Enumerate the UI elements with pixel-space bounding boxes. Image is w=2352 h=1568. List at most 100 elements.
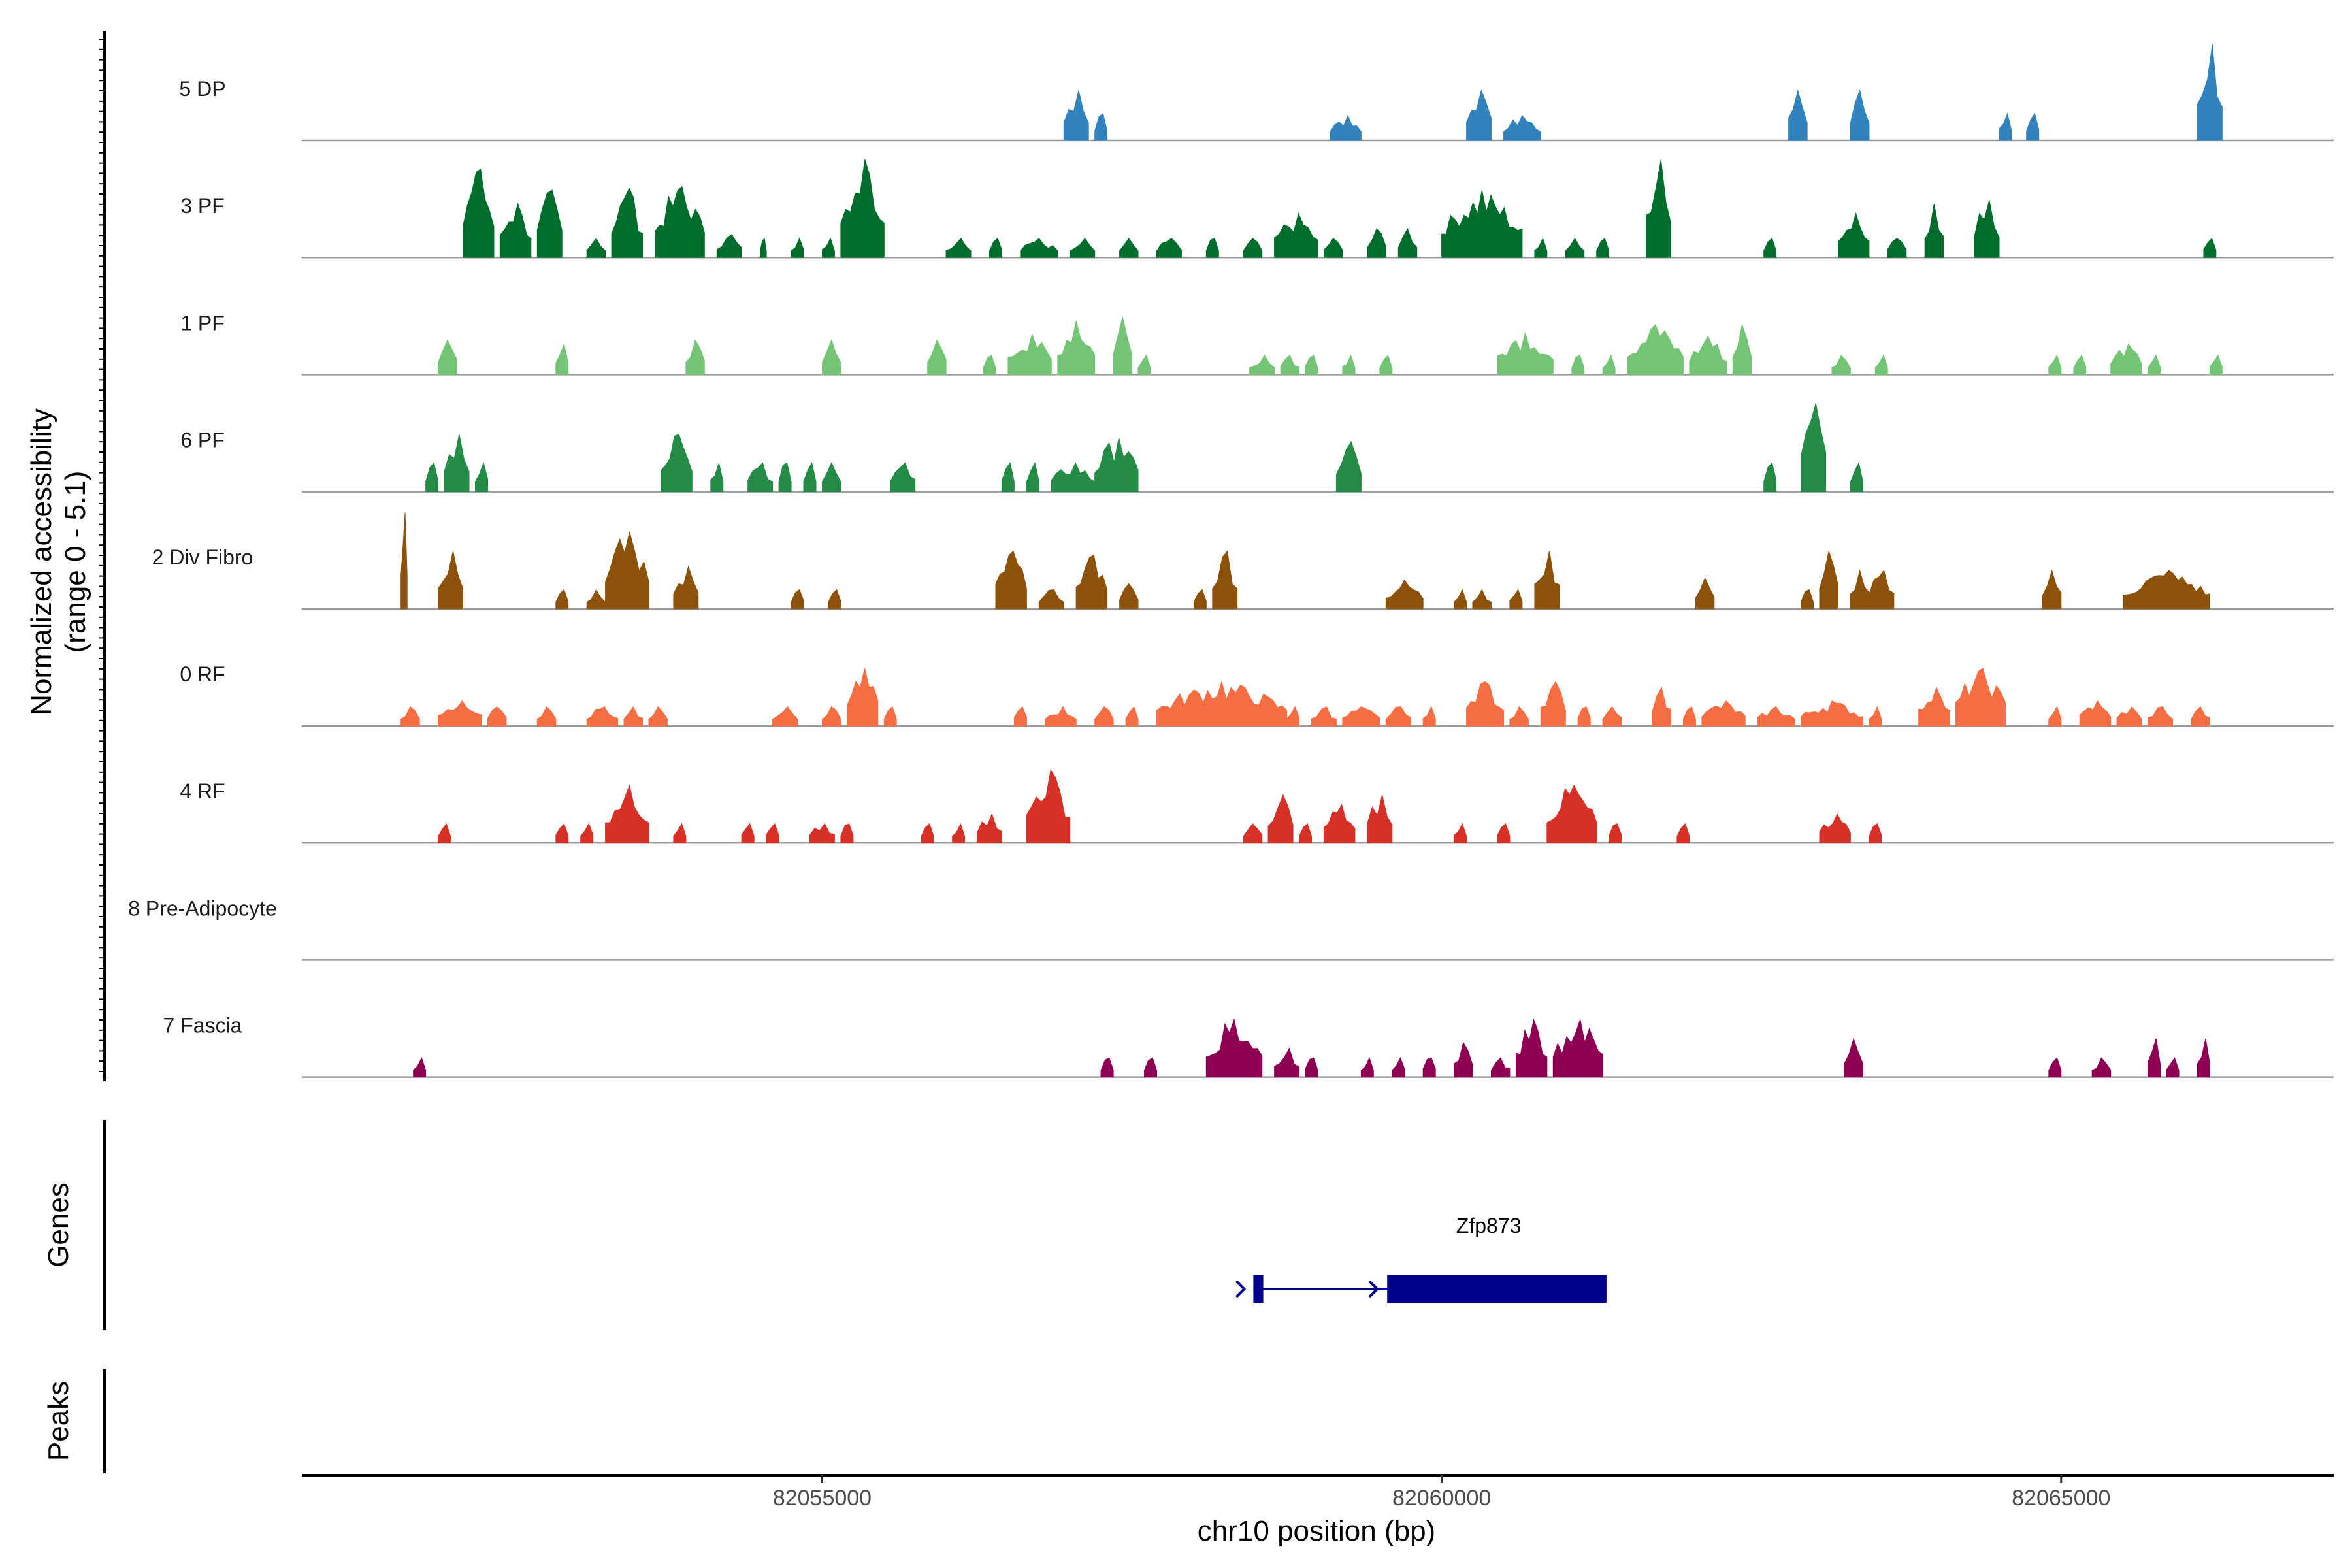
coverage-peak — [1689, 335, 1727, 375]
coverage-peak — [2042, 569, 2062, 610]
coverage-peak — [1137, 354, 1151, 375]
coverage-peak — [400, 706, 420, 727]
coverage-peak — [1330, 114, 1362, 141]
coverage-peak — [1509, 706, 1529, 727]
coverage-peak — [1831, 355, 1851, 375]
coverage-peak — [1360, 1056, 1374, 1078]
track-label: 4 RF — [180, 779, 225, 803]
gene-exon — [1387, 1275, 1607, 1303]
coverage-peak — [1999, 112, 2012, 141]
coverage-peak — [1243, 823, 1263, 843]
coverage-peak — [1676, 823, 1690, 843]
coverage-peak — [1571, 355, 1585, 375]
gene-model: Zfp873 — [1235, 1214, 1607, 1303]
coverage-peak — [2166, 1057, 2180, 1078]
coverage-peak — [760, 237, 767, 258]
coverage-peak — [766, 823, 779, 843]
coverage-peak — [1819, 549, 1838, 610]
coverage-peak — [536, 706, 557, 727]
coverage-peak — [945, 237, 972, 258]
coverage-peak — [1063, 90, 1089, 141]
coverage-peak — [1850, 461, 1863, 493]
coverage-peak — [2116, 706, 2142, 727]
coverage-peak — [1038, 589, 1064, 610]
coverage-peak — [1503, 114, 1541, 141]
coverage-peak — [1924, 203, 1944, 258]
coverage-peak — [2048, 1057, 2062, 1078]
coverage-peak — [499, 203, 532, 258]
coverage-peak — [1367, 228, 1386, 258]
coverage-peak — [1324, 804, 1356, 843]
coverage-peak — [536, 189, 563, 258]
coverage-peak — [822, 706, 841, 727]
coverage-peak — [741, 823, 755, 843]
coverage-peak — [2091, 1057, 2112, 1078]
coverage-peak — [2197, 1038, 2210, 1078]
coverage-peak — [1335, 440, 1362, 493]
x-axis: 82055000 82060000 82065000 — [302, 1474, 2334, 1511]
coverage-peak — [1094, 438, 1139, 493]
coverage-peak — [2073, 355, 2087, 375]
coverage-peak — [555, 823, 569, 843]
coverage-peak — [822, 237, 835, 258]
coverage-peak — [1156, 680, 1288, 727]
coverage-peak — [1070, 237, 1096, 258]
coverage-peak — [1299, 823, 1312, 843]
coverage-peak — [1094, 112, 1108, 141]
coverage-peak — [840, 159, 885, 258]
track-6-pf: 6 PF — [180, 403, 2334, 493]
coverage-peak — [1342, 706, 1380, 727]
y-axis-range-label: (range 0 - 5.1) — [59, 471, 91, 653]
coverage-peak — [1850, 89, 1870, 141]
coverage-peak — [2079, 700, 2112, 727]
coverage-peak — [475, 461, 488, 493]
track-label: 0 RF — [180, 662, 225, 686]
coverage-peak — [1627, 323, 1684, 375]
coverage-peak — [1534, 551, 1560, 610]
coverage-peak — [438, 823, 451, 843]
coverage-peak — [1472, 589, 1492, 610]
coverage-peak — [809, 823, 835, 843]
x-tick-label: 82065000 — [2012, 1486, 2110, 1511]
coverage-peak — [1280, 355, 1300, 375]
coverage-peak — [1454, 823, 1467, 843]
coverage-peak — [444, 434, 470, 493]
coverage-peak — [1819, 813, 1851, 843]
coverage-peak — [1020, 238, 1058, 258]
coverage-peak — [1441, 190, 1523, 258]
coverage-peak — [1869, 706, 1882, 727]
coverage-peak — [1305, 1057, 1318, 1078]
coverage-peak — [1267, 794, 1294, 843]
coverage-peak — [586, 589, 606, 610]
coverage-peak — [1026, 769, 1071, 843]
y-axis-label: Normalized accessibility — [25, 408, 57, 715]
coverage-peak — [772, 706, 798, 727]
coverage-peak — [586, 237, 606, 258]
strand-arrow — [1235, 1280, 1247, 1298]
track-label: 1 PF — [180, 311, 225, 335]
coverage-peak — [661, 433, 693, 493]
coverage-peak — [1094, 706, 1114, 727]
coverage-peak — [1045, 706, 1077, 727]
coverage-peak — [555, 342, 569, 375]
coverage-peak — [1955, 668, 2006, 727]
coverage-peak — [840, 823, 854, 843]
coverage-tracks: 5 DP 3 PF 1 PF 6 PF 2 Div Fibro 0 RF 4 RF 8 Pre… — [128, 44, 2334, 1078]
coverage-peak — [425, 462, 439, 493]
coverage-peak — [921, 823, 934, 843]
coverage-peak — [1546, 784, 1597, 843]
coverage-peak — [791, 589, 804, 610]
track-label: 6 PF — [180, 429, 225, 452]
coverage-peak — [1007, 333, 1052, 375]
coverage-peak — [1422, 1057, 1436, 1078]
coverage-peak — [648, 706, 668, 727]
coverage-peak — [1274, 212, 1318, 258]
coverage-peak — [822, 339, 841, 375]
coverage-peak — [822, 462, 841, 493]
coverage-peak — [605, 532, 649, 610]
coverage-peak — [1552, 1018, 1603, 1078]
coverage-peak — [1918, 686, 1950, 727]
coverage-peak — [803, 462, 817, 493]
coverage-peak — [927, 339, 947, 375]
coverage-peak — [1850, 569, 1870, 610]
